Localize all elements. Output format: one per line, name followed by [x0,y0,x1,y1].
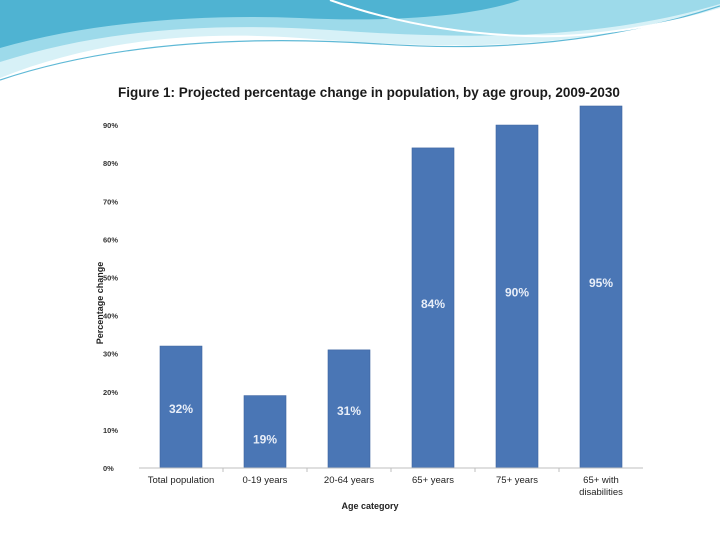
y-axis-label: Percentage change [95,262,105,345]
category-label-line: 65+ with [583,475,619,486]
bar [159,345,203,469]
header-wave-dark [0,0,520,48]
header-wave-line [0,5,720,81]
data-label: 19% [253,432,277,446]
slide-header-decoration [0,0,720,81]
bar [411,147,455,469]
bars [159,105,623,472]
category-label: 65+ years [412,475,454,486]
category-label: 20-64 years [324,475,374,486]
x-axis-label: Age category [341,501,398,511]
y-tick-label: 80% [103,159,118,168]
bar [243,395,287,469]
chart-figure: Figure 1: Projected percentage change in… [95,70,645,515]
category-labels: Total population 0-19 years 20-64 years 65+… [148,475,623,498]
bar-chart: Figure 1: Projected percentage change in… [95,85,643,511]
y-tick-label: 0% [103,464,114,473]
y-tick-label: 50% [103,273,118,282]
data-label: 95% [589,276,613,290]
category-label: 65+ with disabilities [579,475,623,498]
category-label: 75+ years [496,475,538,486]
y-tick-label: 70% [103,197,118,206]
category-label: Total population [148,475,215,486]
header-wave-line-2 [329,0,720,38]
data-label: 32% [169,402,193,416]
y-tick-label: 90% [103,121,118,130]
y-tick-label: 40% [103,312,118,321]
data-label: 31% [337,404,361,418]
bar [327,349,371,469]
data-label: 90% [505,286,529,300]
y-axis-ticks: 0% 10% 20% 30% 40% 50% 60% 70% 80% 90% [103,121,118,473]
data-label: 84% [421,297,445,311]
y-axis-label-group: Percentage change [95,262,105,345]
y-tick-label: 30% [103,350,118,359]
y-tick-label: 60% [103,235,118,244]
data-labels: 32% 19% 31% 84% 90% 95% [169,276,613,446]
y-tick-label: 10% [103,426,118,435]
bar [579,105,623,469]
category-label-line: disabilities [579,487,623,498]
category-label: 0-19 years [243,475,288,486]
chart-title: Figure 1: Projected percentage change in… [118,85,620,100]
y-tick-label: 20% [103,388,118,397]
